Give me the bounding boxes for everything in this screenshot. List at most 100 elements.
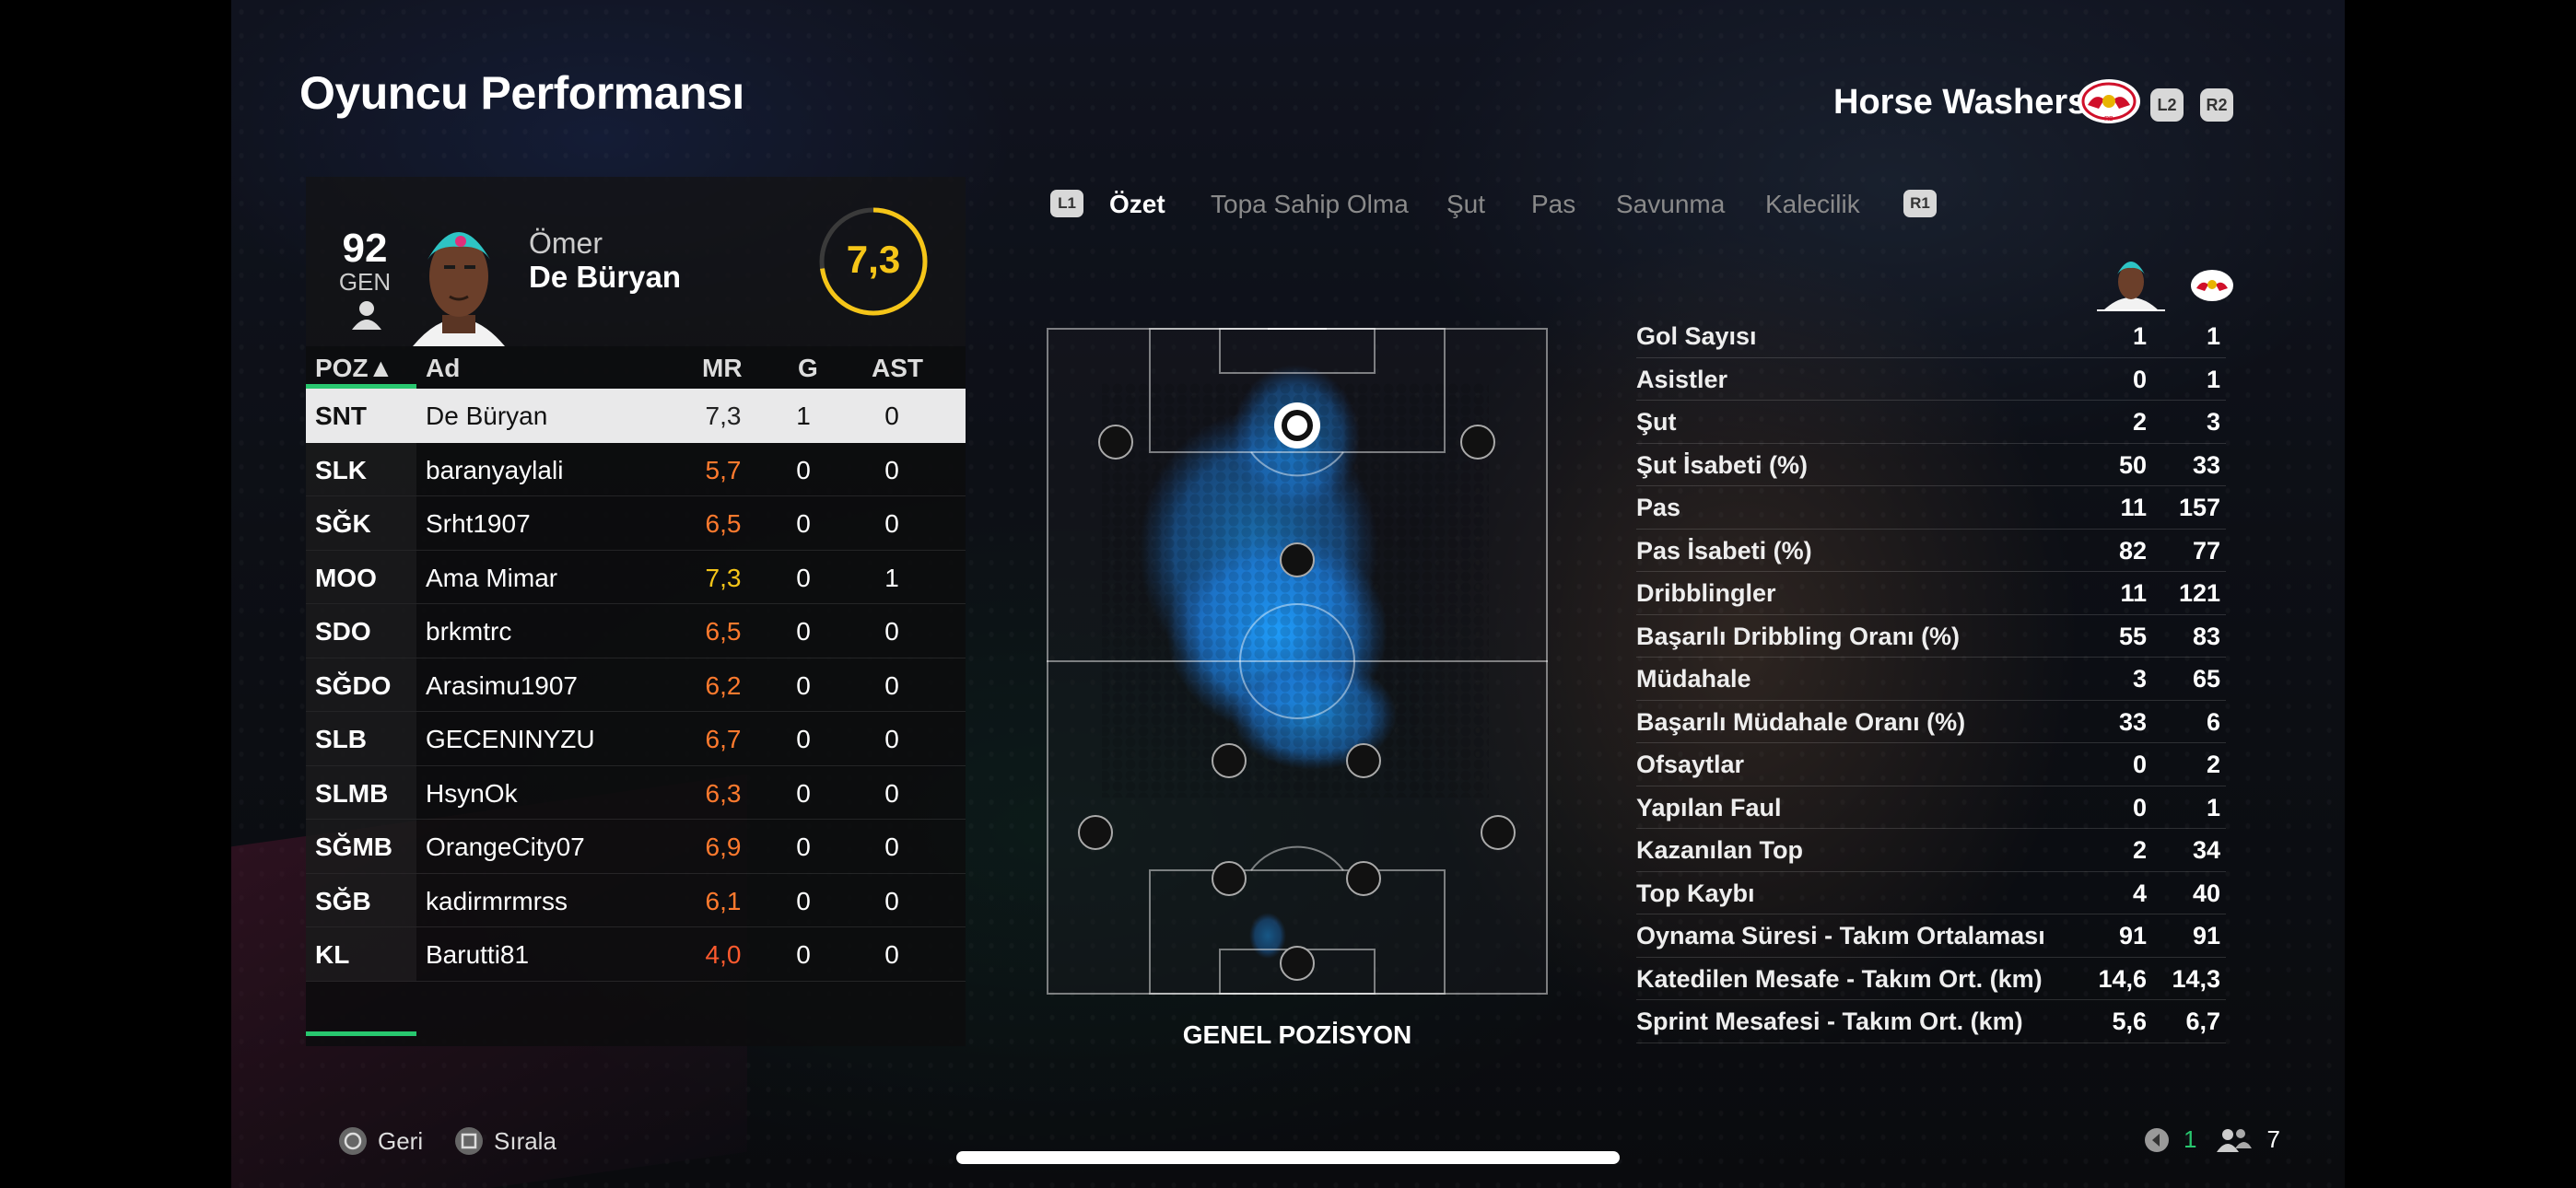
row-match-rating: 4,0	[705, 940, 742, 969]
table-row[interactable]: SDO brkmtrc 6,5 0 0	[306, 604, 966, 658]
stat-row: Oynama Süresi - Takım Ortalaması 91 91	[1636, 914, 2226, 958]
table-row[interactable]: MOO Ama Mimar 7,3 0 1	[306, 550, 966, 604]
table-row[interactable]: SĞMB OrangeCity07 6,9 0 0	[306, 820, 966, 874]
row-player-name: baranyaylali	[426, 455, 564, 484]
svg-text:RB: RB	[2104, 116, 2113, 122]
row-match-rating: 5,7	[705, 455, 742, 484]
tab-ozet[interactable]: Özet	[1109, 190, 1165, 218]
header-pos[interactable]: POZ▲	[315, 354, 394, 382]
rating-ring-icon	[819, 207, 928, 316]
sort-label: Sırala	[494, 1126, 556, 1155]
row-assists: 0	[884, 617, 899, 646]
home-indicator[interactable]	[956, 1151, 1620, 1164]
row-position: MOO	[315, 563, 377, 592]
stat-row: Asistler 0 1	[1636, 358, 2226, 401]
row-player-name: OrangeCity07	[426, 833, 585, 861]
row-goals: 0	[796, 725, 811, 753]
sort-control[interactable]: Sırala	[453, 1125, 556, 1157]
stat-row: Pas 11 157	[1636, 486, 2226, 530]
overall-value: 92	[342, 226, 388, 271]
pitch-label: GENEL POZİSYON	[1182, 1020, 1412, 1049]
stat-row: Başarılı Dribbling Oranı (%) 55 83	[1636, 615, 2226, 658]
stat-player-value: 14,6	[2098, 964, 2147, 993]
header-g[interactable]: G	[798, 354, 818, 382]
row-player-name: Barutti81	[426, 940, 530, 969]
row-player-name: Srht1907	[426, 509, 531, 538]
player-table: POZ▲ Ad MR G AST SNT De Büryan 7,3 1 0 SLK bar…	[306, 346, 966, 1046]
stat-team-value: 6,7	[2185, 1007, 2220, 1035]
stat-player-value: 2	[2132, 408, 2147, 436]
stat-team-value: 6	[2206, 707, 2220, 736]
stat-label: Asistler	[1636, 365, 1728, 393]
r1-button[interactable]: R1	[1903, 190, 1937, 217]
back-control[interactable]: Geri	[337, 1125, 423, 1157]
row-goals: 0	[796, 509, 811, 538]
stat-label: Başarılı Müdahale Oranı (%)	[1636, 707, 1966, 736]
stat-player-value: 0	[2132, 751, 2147, 778]
stat-player-value: 4	[2132, 879, 2147, 907]
tab-kalecilik[interactable]: Kalecilik	[1765, 190, 1860, 218]
stat-label: Dribblingler	[1636, 579, 1776, 607]
table-row[interactable]: SLB GECENINYZU 6,7 0 0	[306, 712, 966, 766]
stat-row: Katedilen Mesafe - Takım Ort. (km) 14,6 14…	[1636, 958, 2226, 1000]
stat-team-value: 83	[2192, 622, 2220, 650]
r2-button[interactable]: R2	[2200, 88, 2233, 122]
l1-button[interactable]: L1	[1050, 190, 1083, 217]
stat-team-value: 121	[2178, 579, 2220, 607]
row-player-name: Arasimu1907	[426, 670, 578, 700]
row-player-name: Ama Mimar	[426, 563, 558, 592]
header-ast[interactable]: AST	[872, 354, 923, 382]
table-row[interactable]: KL Barutti81 4,0 0 0	[306, 927, 966, 982]
table-row[interactable]: SĞB kadirmrmrss 6,1 0 0	[306, 873, 966, 927]
player-card: 92 GEN Ömer De Büryan 7,3	[306, 177, 966, 346]
tab-savunma[interactable]: Savunma	[1616, 190, 1726, 218]
row-goals: 0	[796, 670, 811, 700]
person-icon	[352, 301, 381, 330]
row-match-rating: 7,3	[705, 563, 742, 592]
row-position: SĞMB	[315, 833, 392, 861]
overall-rating: 92 GEN	[328, 226, 402, 296]
stat-label: Katedilen Mesafe - Takım Ort. (km)	[1636, 964, 2043, 993]
row-assists: 0	[884, 455, 899, 484]
table-row[interactable]: SĞK Srht1907 6,5 0 0	[306, 496, 966, 551]
player-last-name: De Büryan	[529, 260, 682, 294]
stat-player-value: 0	[2132, 365, 2147, 393]
row-match-rating: 6,5	[705, 617, 742, 646]
player-avatar	[413, 232, 505, 346]
row-assists: 0	[884, 778, 899, 808]
table-header: POZ▲ Ad MR G AST	[306, 346, 966, 389]
l2-button[interactable]: L2	[2150, 88, 2184, 122]
heatmap-area	[1102, 365, 1489, 959]
stat-team-value: 14,3	[2172, 964, 2220, 993]
stat-row: Dribblingler 11 121	[1636, 572, 2226, 615]
table-row[interactable]: SNT De Büryan 7,3 1 0	[306, 389, 966, 443]
tab-sut[interactable]: Şut	[1446, 190, 1486, 218]
row-match-rating: 6,3	[705, 778, 742, 808]
row-goals: 0	[796, 940, 811, 969]
stat-row: Şut İsabeti (%) 50 33	[1636, 444, 2226, 486]
table-row[interactable]: SLMB HsynOk 6,3 0 0	[306, 765, 966, 820]
row-position: SLB	[315, 725, 367, 753]
team-crest-icon: RB	[2078, 79, 2140, 123]
table-row[interactable]: SĞDO Arasimu1907 6,2 0 0	[306, 658, 966, 712]
row-goals: 0	[796, 886, 811, 915]
stat-team-value: 157	[2178, 494, 2220, 521]
row-position: SĞDO	[315, 670, 392, 700]
player-column-avatar	[2097, 262, 2165, 311]
stat-team-value: 1	[2206, 793, 2220, 821]
header-name[interactable]: Ad	[426, 354, 461, 382]
stat-team-value: 1	[2206, 365, 2220, 393]
stat-row: Yapılan Faul 0 1	[1636, 786, 2226, 829]
page-title: Oyuncu Performansı	[299, 67, 744, 119]
stat-row: Ofsaytlar 0 2	[1636, 743, 2226, 786]
row-player-name: GECENINYZU	[426, 725, 595, 753]
stat-team-value: 40	[2192, 879, 2220, 907]
tab-pas[interactable]: Pas	[1531, 190, 1576, 218]
header-mr[interactable]: MR	[702, 354, 743, 382]
scroll-indicator	[306, 1031, 416, 1036]
stat-player-value: 1	[2132, 322, 2147, 350]
stat-player-value: 2	[2132, 836, 2147, 864]
table-row[interactable]: SLK baranyaylali 5,7 0 0	[306, 442, 966, 496]
tab-topa-sahip-olma[interactable]: Topa Sahip Olma	[1211, 190, 1409, 218]
stat-label: Müdahale	[1636, 665, 1751, 693]
